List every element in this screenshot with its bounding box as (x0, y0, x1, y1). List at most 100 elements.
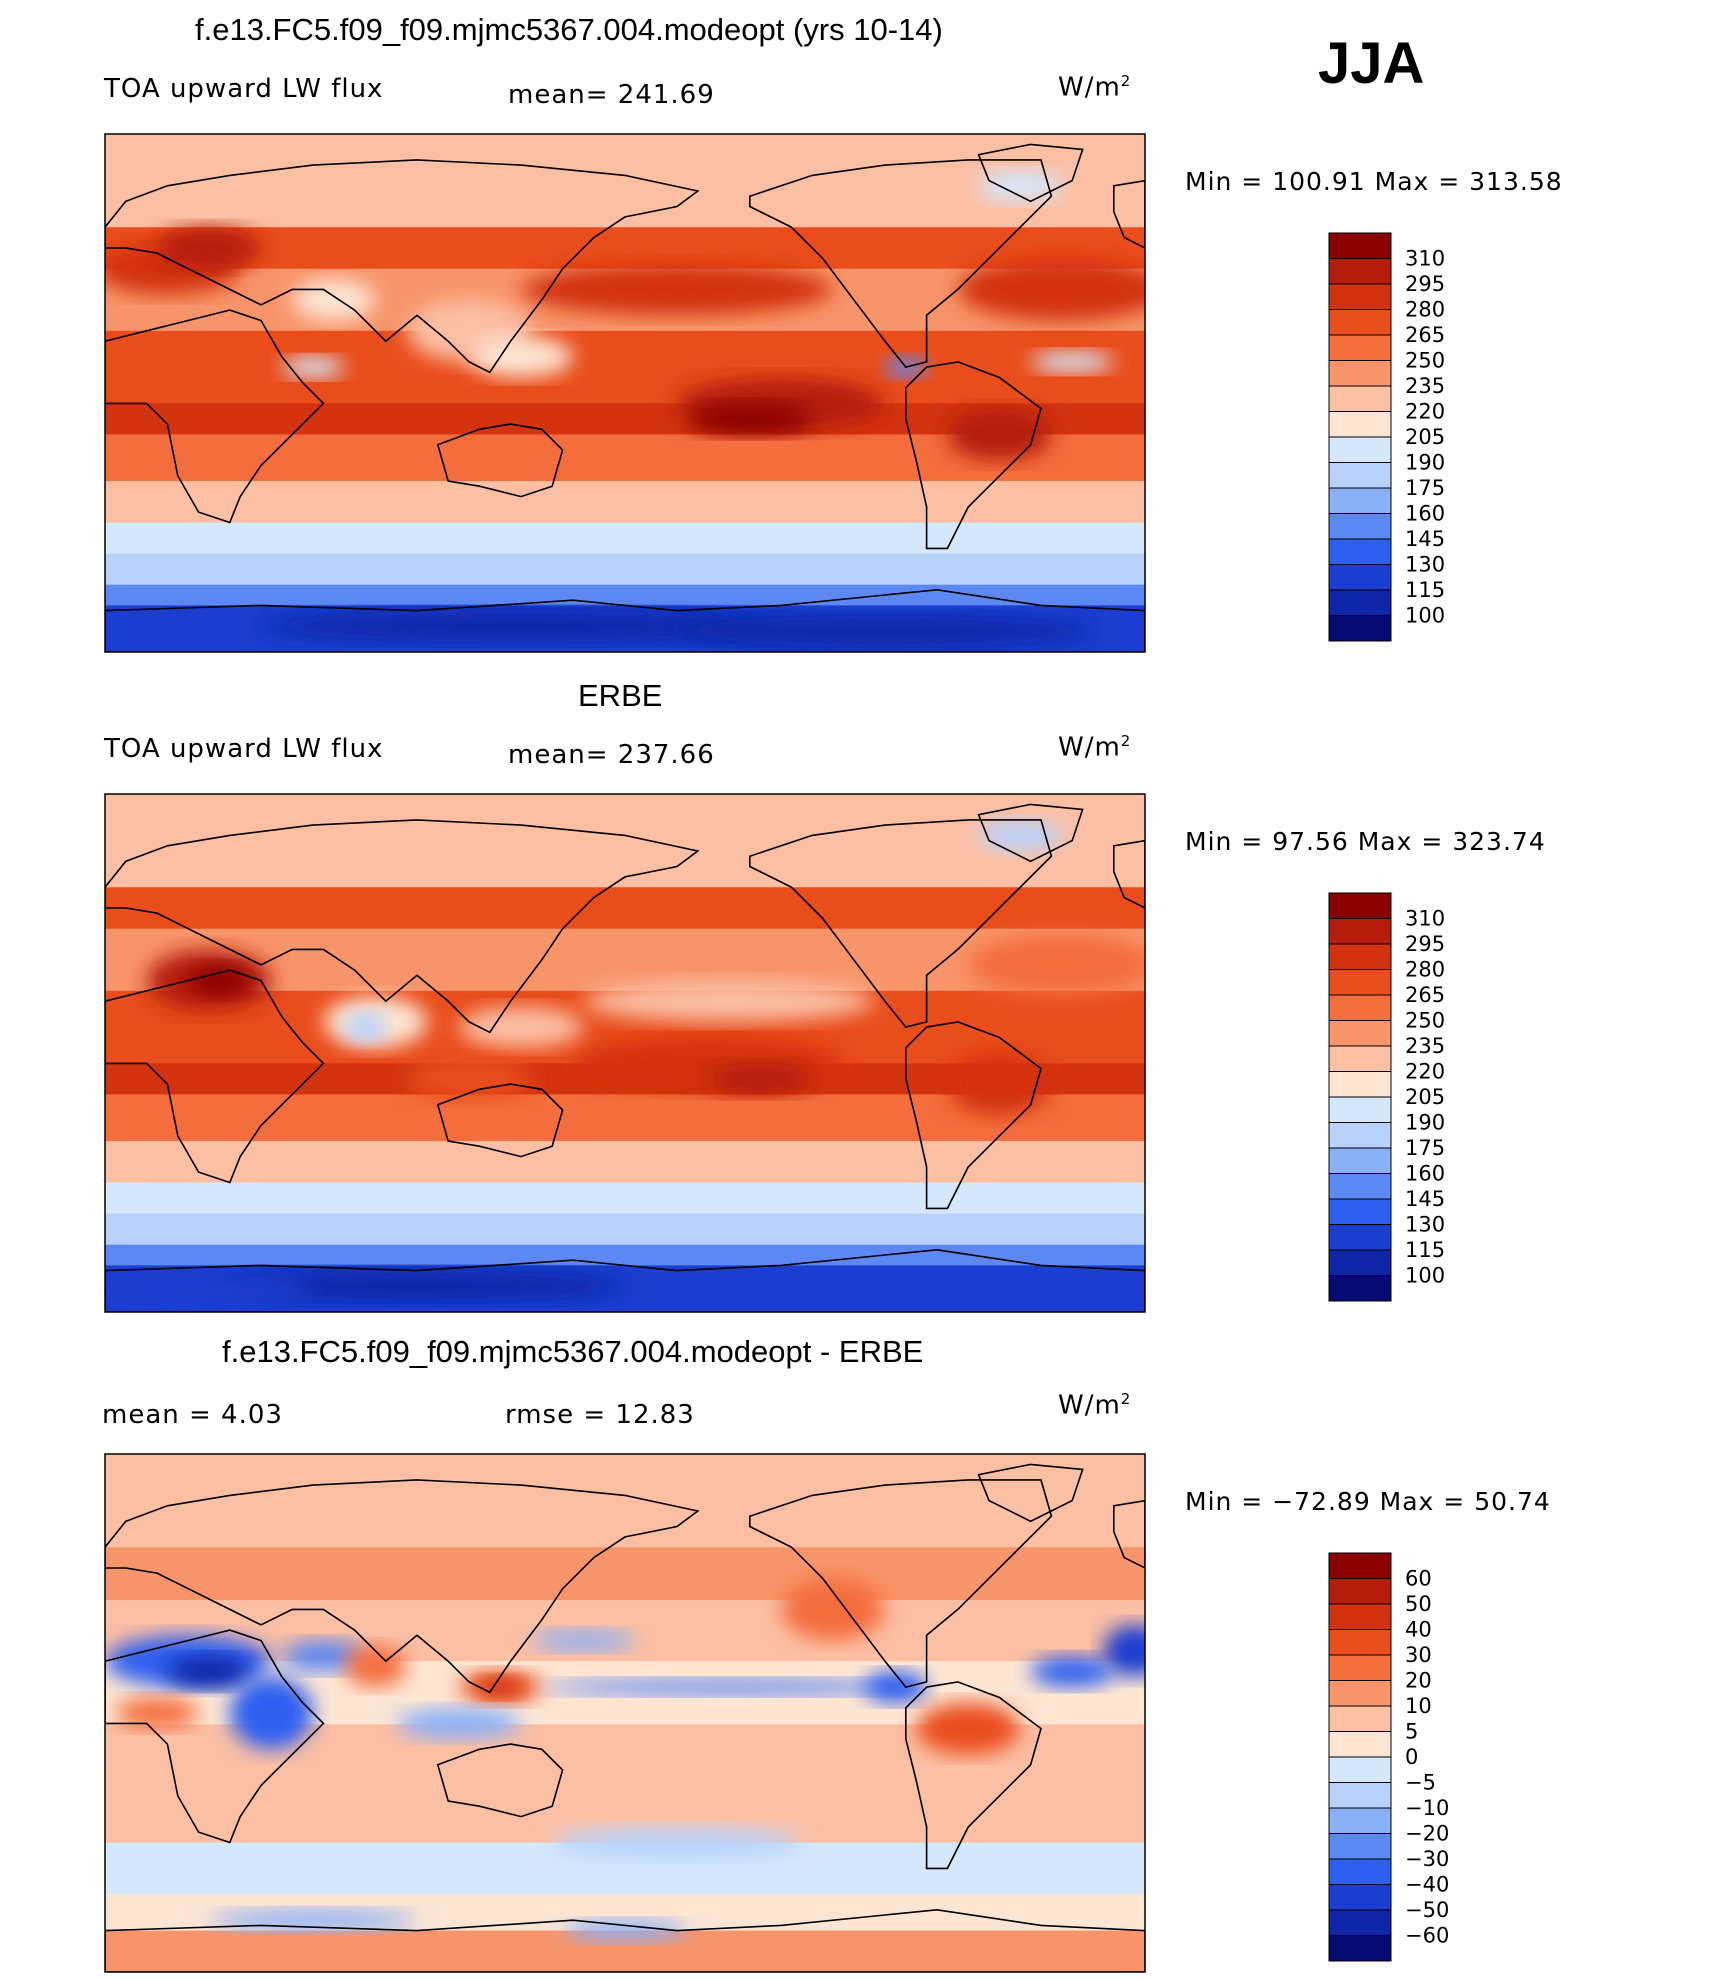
map-feature (292, 279, 376, 321)
map-feature (957, 258, 1145, 321)
colorbar-1-swatch (1328, 462, 1392, 489)
map-feature (1030, 1656, 1114, 1688)
colorbar-2-label: 175 (1405, 1136, 1445, 1160)
colorbar-3-swatch (1328, 1603, 1392, 1630)
panel-3-title: f.e13.FC5.f09_f09.mjmc5367.004.modeopt -… (222, 1334, 924, 1369)
map-feature (167, 1656, 251, 1688)
map-feature (281, 356, 345, 378)
panel-3-mean-label: mean = 4.03 (102, 1400, 283, 1430)
colorbar-3-label: 20 (1405, 1669, 1432, 1693)
colorbar-1-swatch (1328, 258, 1392, 285)
colorbar-2-swatch (1328, 1198, 1392, 1225)
map-feature (552, 1826, 802, 1859)
colorbar-3-label: −10 (1405, 1796, 1449, 1820)
map-feature (583, 980, 875, 1022)
colorbar-2-swatch (1328, 1071, 1392, 1098)
map-feature (781, 1578, 885, 1641)
colorbar-3-label: −40 (1405, 1873, 1449, 1897)
coastline (904, 1681, 1042, 1870)
colorbar-1-swatch (1328, 436, 1392, 463)
colorbar-2-swatch (1328, 1224, 1392, 1251)
coastline (1113, 839, 1145, 909)
panel-3-rmse-label: rmse = 12.83 (505, 1400, 695, 1430)
colorbar-3-label: 50 (1405, 1592, 1432, 1616)
colorbar-2-swatch (1328, 994, 1392, 1021)
map-band (105, 1141, 1145, 1184)
colorbar-2-swatch (1328, 943, 1392, 970)
colorbar-1-swatch (1328, 309, 1392, 336)
colorbar-2-label: 235 (1405, 1034, 1445, 1058)
coastline (105, 819, 700, 1034)
colorbar-1-swatch (1328, 615, 1392, 642)
colorbar-2-label: 280 (1405, 958, 1445, 982)
colorbar-3-swatch (1328, 1680, 1392, 1707)
map-feature (947, 408, 1052, 461)
map-band (105, 1454, 1145, 1549)
map-band (105, 1213, 1145, 1246)
colorbar-3-label: −20 (1405, 1822, 1449, 1846)
panel-3-map (105, 1454, 1145, 1972)
colorbar-3-swatch (1328, 1705, 1392, 1732)
panel-2-minmax: Min = 97.56 Max = 323.74 (1185, 827, 1546, 856)
panel-2-variable-label: TOA upward LW flux (104, 734, 384, 764)
panel-2-mean-label: mean= 237.66 (508, 740, 715, 770)
panel-2-map (105, 794, 1145, 1312)
colorbar-2-swatch (1328, 892, 1392, 919)
colorbar-2-label: 100 (1405, 1264, 1445, 1288)
panel-1-units: W/m2 (1058, 72, 1132, 103)
colorbar-2-label: 190 (1405, 1111, 1445, 1135)
coastline (105, 1908, 1145, 1972)
colorbar-1-label: 205 (1405, 425, 1445, 449)
colorbar-3-label: 5 (1405, 1720, 1418, 1744)
coastline (105, 1629, 325, 1844)
map-feature (157, 227, 261, 269)
map-band (105, 227, 1145, 270)
colorbar-3-label: 40 (1405, 1618, 1432, 1642)
coastline (105, 309, 325, 524)
panel-2-frame (104, 793, 1146, 1313)
map-band (105, 522, 1145, 555)
colorbar-3-swatch (1328, 1629, 1392, 1656)
colorbar-2-swatch (1328, 1249, 1392, 1276)
colorbar-1-label: 100 (1405, 604, 1445, 628)
map-feature (531, 1630, 636, 1651)
coastline (105, 159, 700, 374)
map-band (105, 584, 1145, 607)
colorbar-3-swatch (1328, 1654, 1392, 1681)
panel-3-units: W/m2 (1058, 1390, 1132, 1421)
coastline (977, 803, 1084, 863)
coastline (904, 361, 1042, 550)
colorbar-1-label: 265 (1405, 323, 1445, 347)
map-band (105, 553, 1145, 586)
coastline (105, 1479, 700, 1694)
season-label: JJA (1318, 31, 1425, 96)
colorbar-1-label: 130 (1405, 553, 1445, 577)
map-feature (458, 1006, 584, 1048)
colorbar-2-swatch (1328, 1045, 1392, 1072)
colorbar-2-label: 160 (1405, 1162, 1445, 1186)
colorbar-1-label: 250 (1405, 349, 1445, 373)
colorbar-2-swatch (1328, 918, 1392, 945)
colorbar-3-swatch (1328, 1858, 1392, 1885)
colorbar-1-swatch (1328, 513, 1392, 540)
colorbar-2-label: 205 (1405, 1085, 1445, 1109)
colorbar-3-swatch (1328, 1578, 1392, 1605)
map-band (105, 134, 1145, 167)
colorbar-3-swatch (1328, 1935, 1392, 1962)
map-feature (677, 615, 1093, 647)
map-feature (1030, 351, 1114, 373)
colorbar-3-swatch (1328, 1884, 1392, 1911)
colorbar-3-swatch (1328, 1731, 1392, 1758)
coastline (436, 1083, 564, 1158)
map-feature (479, 1676, 521, 1698)
map-band (105, 1244, 1145, 1267)
panel-3-frame (104, 1453, 1146, 1973)
map-feature (541, 1679, 917, 1695)
colorbar-2-swatch (1328, 969, 1392, 996)
colorbar-3-swatch (1328, 1909, 1392, 1936)
coastline (1113, 1499, 1145, 1569)
colorbar-2-swatch (1328, 1122, 1392, 1149)
coastline (748, 159, 1053, 369)
colorbar-3-label: 0 (1405, 1745, 1418, 1769)
colorbar-1-swatch (1328, 564, 1392, 591)
